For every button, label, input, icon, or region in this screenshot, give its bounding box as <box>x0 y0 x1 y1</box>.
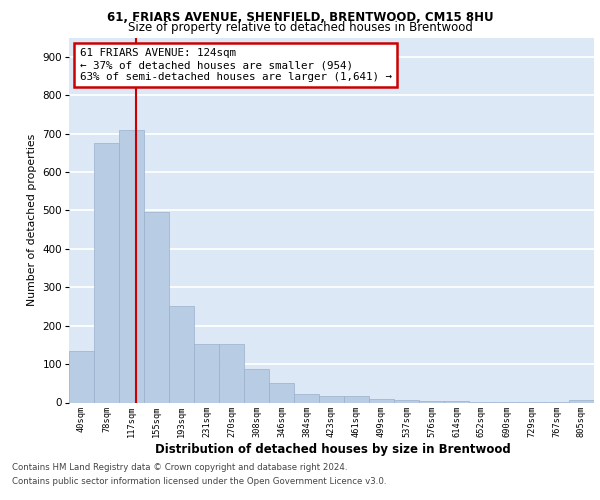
Text: Distribution of detached houses by size in Brentwood: Distribution of detached houses by size … <box>155 442 511 456</box>
Bar <box>219 344 244 403</box>
Bar <box>344 396 369 402</box>
Bar <box>319 396 344 402</box>
Y-axis label: Number of detached properties: Number of detached properties <box>27 134 37 306</box>
Text: 61 FRIARS AVENUE: 124sqm
← 37% of detached houses are smaller (954)
63% of semi-: 61 FRIARS AVENUE: 124sqm ← 37% of detach… <box>79 48 392 82</box>
Bar <box>69 350 94 403</box>
Bar <box>244 368 269 402</box>
Bar <box>419 400 444 402</box>
Bar <box>119 130 144 402</box>
Text: 61, FRIARS AVENUE, SHENFIELD, BRENTWOOD, CM15 8HU: 61, FRIARS AVENUE, SHENFIELD, BRENTWOOD,… <box>107 11 493 24</box>
Bar <box>294 394 319 402</box>
Bar <box>194 344 219 403</box>
Bar <box>569 400 594 402</box>
Bar <box>94 143 119 403</box>
Text: Contains HM Land Registry data © Crown copyright and database right 2024.: Contains HM Land Registry data © Crown c… <box>12 464 347 472</box>
Bar <box>169 306 194 402</box>
Bar <box>144 212 169 402</box>
Bar <box>369 398 394 402</box>
Text: Size of property relative to detached houses in Brentwood: Size of property relative to detached ho… <box>128 22 472 35</box>
Bar <box>394 400 419 402</box>
Text: Contains public sector information licensed under the Open Government Licence v3: Contains public sector information licen… <box>12 477 386 486</box>
Bar <box>269 384 294 402</box>
